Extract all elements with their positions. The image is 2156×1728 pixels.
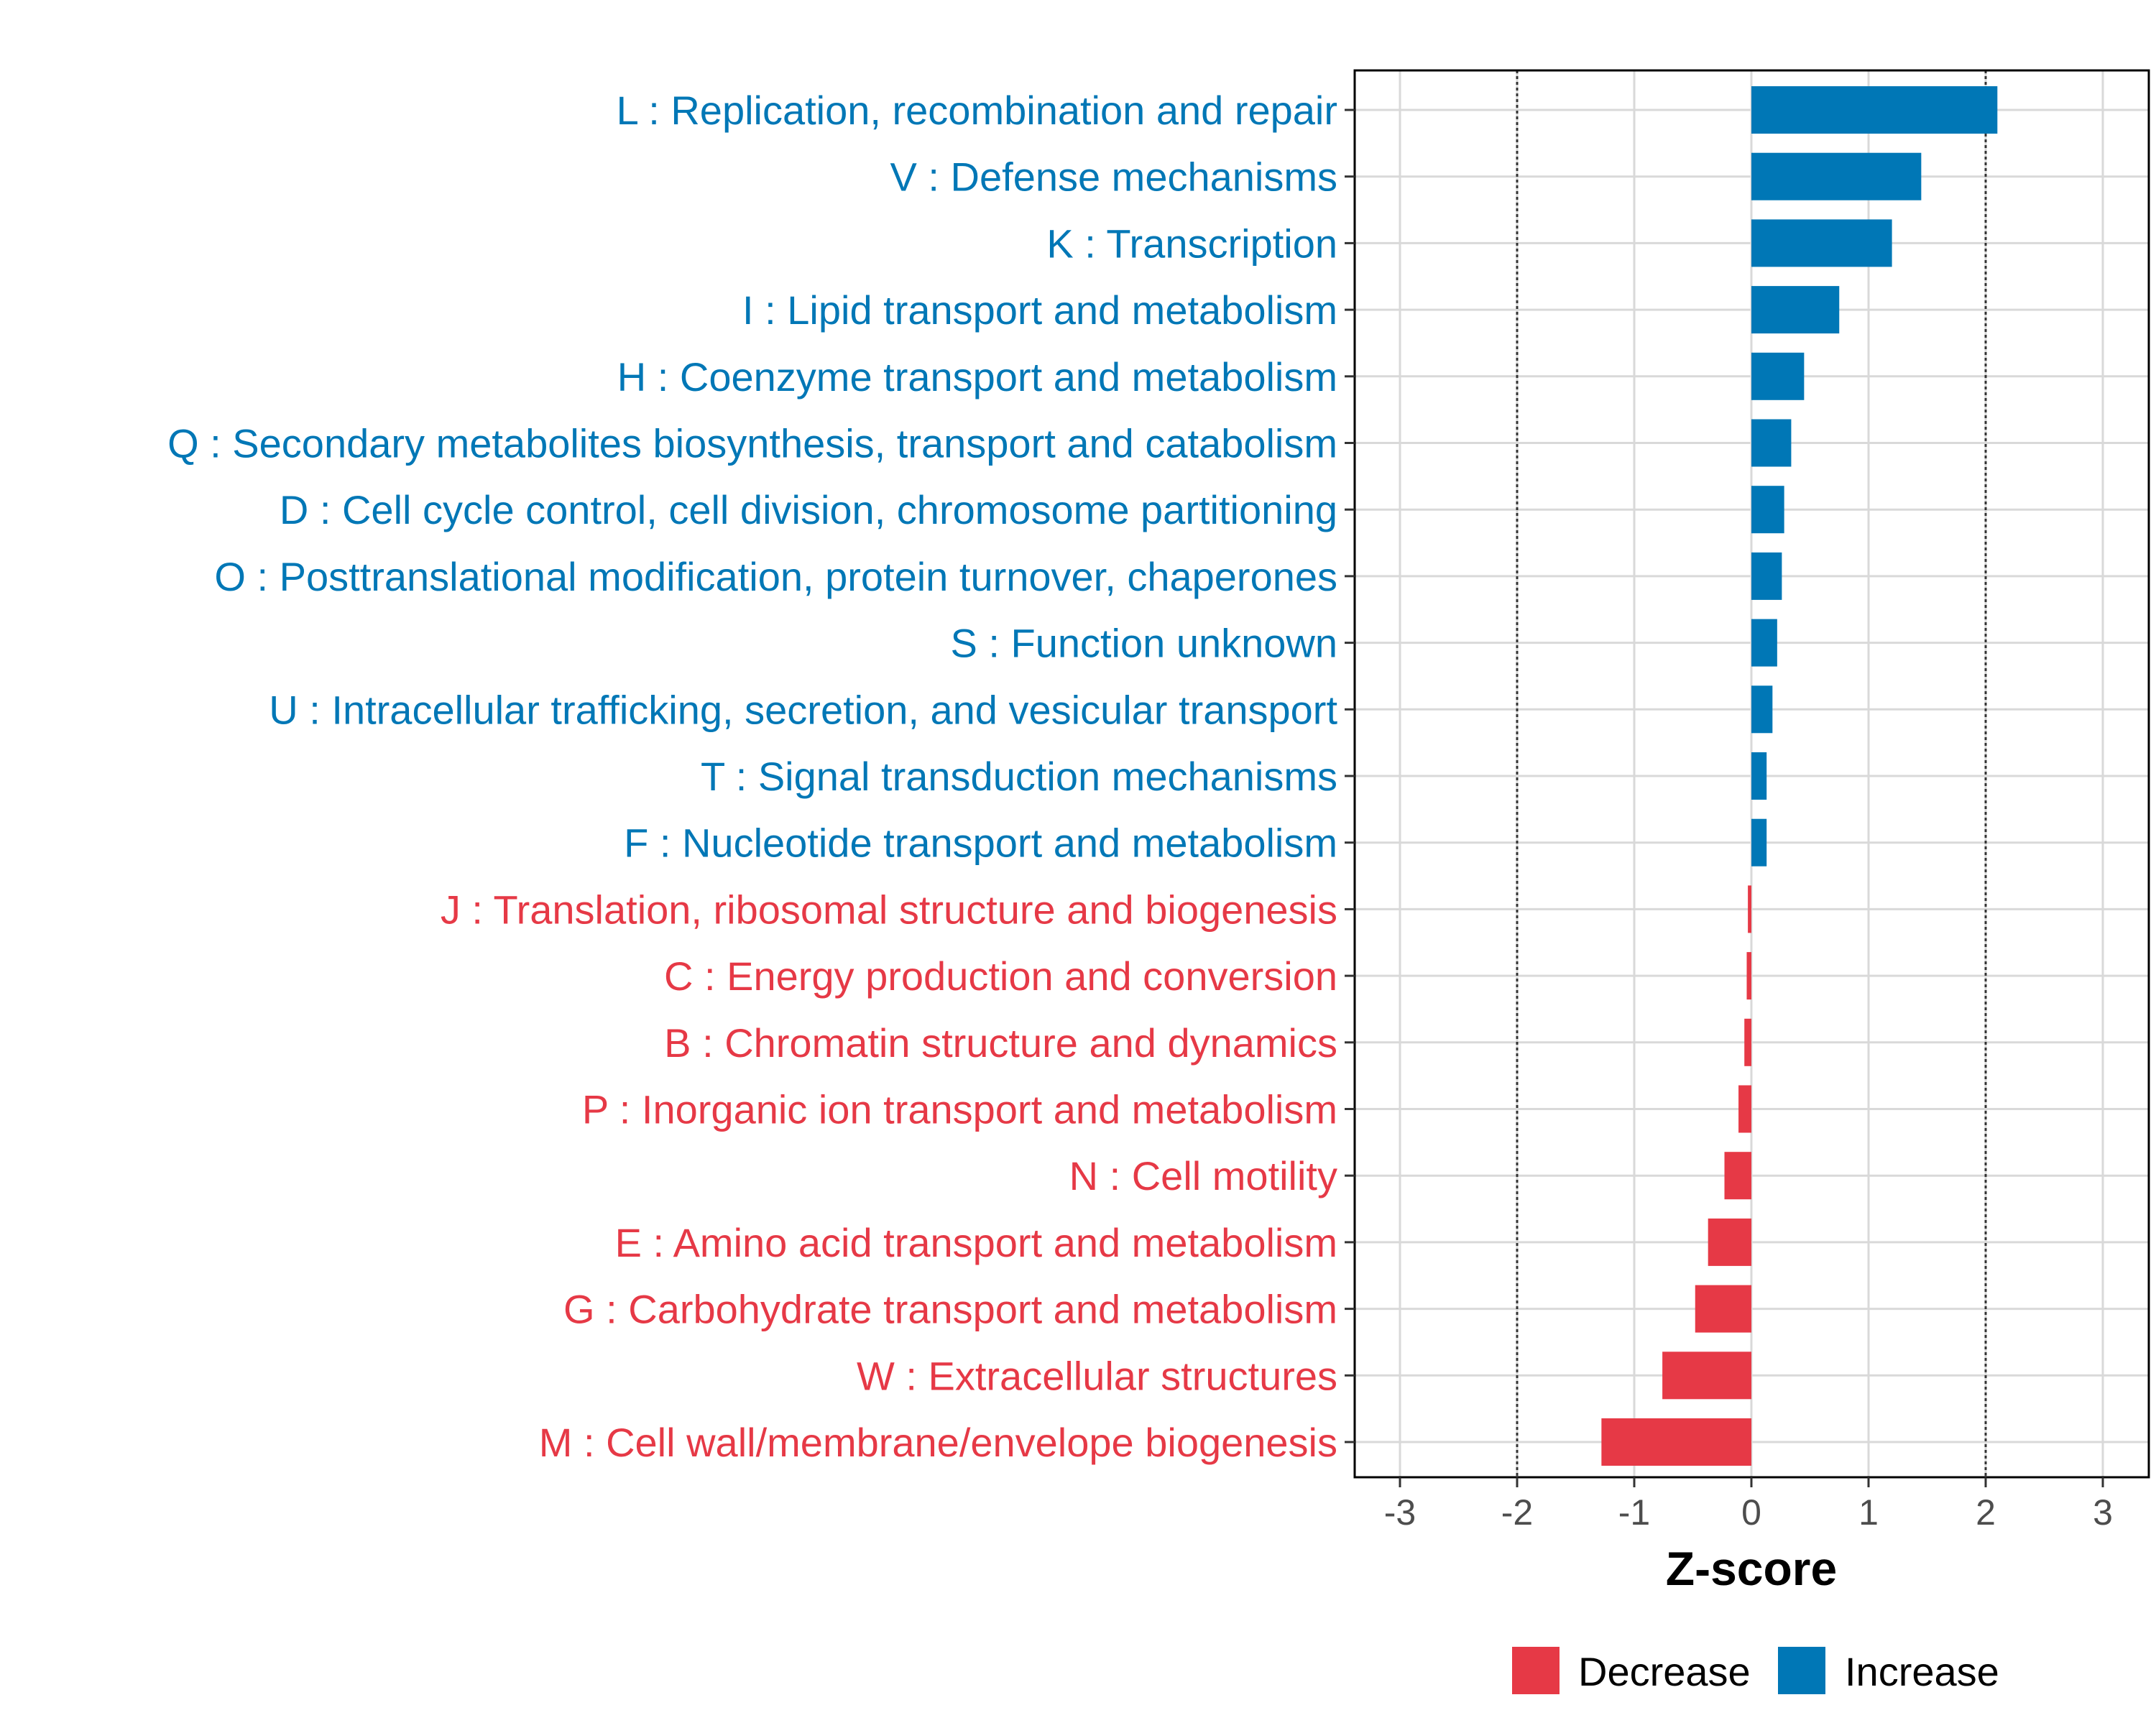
category-label-13: C : Energy production and conversion bbox=[664, 953, 1337, 999]
legend-swatch-decrease bbox=[1512, 1647, 1560, 1694]
bar-9 bbox=[1751, 685, 1773, 734]
legend-label-increase: Increase bbox=[1845, 1649, 1999, 1694]
x-tick-label-0: -3 bbox=[1384, 1492, 1416, 1533]
bar-19 bbox=[1662, 1352, 1751, 1400]
bar-14 bbox=[1744, 1018, 1751, 1066]
bar-10 bbox=[1751, 752, 1767, 800]
category-label-16: N : Cell motility bbox=[1069, 1153, 1337, 1198]
bar-15 bbox=[1738, 1085, 1751, 1133]
x-tick-label-2: -1 bbox=[1618, 1492, 1650, 1533]
bar-7 bbox=[1751, 552, 1782, 600]
category-label-9: U : Intracellular trafficking, secretion… bbox=[269, 687, 1337, 732]
category-label-19: W : Extracellular structures bbox=[857, 1353, 1337, 1398]
category-label-0: L : Replication, recombination and repai… bbox=[617, 88, 1337, 133]
bar-18 bbox=[1695, 1285, 1751, 1333]
bar-8 bbox=[1751, 619, 1777, 667]
category-label-7: O : Posttranslational modification, prot… bbox=[214, 554, 1337, 599]
bar-11 bbox=[1751, 818, 1767, 867]
legend: Decrease Increase bbox=[1512, 1647, 1999, 1694]
category-label-14: B : Chromatin structure and dynamics bbox=[664, 1020, 1337, 1066]
x-tick-label-3: 0 bbox=[1741, 1492, 1761, 1533]
x-tick-label-5: 2 bbox=[1976, 1492, 1996, 1533]
x-tick-label-6: 3 bbox=[2093, 1492, 2113, 1533]
x-axis-ticks: -3 -2 -1 0 1 2 3 bbox=[1384, 1477, 2113, 1533]
category-label-2: K : Transcription bbox=[1046, 221, 1337, 266]
bar-13 bbox=[1746, 952, 1751, 1000]
x-tick-label-4: 1 bbox=[1858, 1492, 1879, 1533]
category-label-8: S : Function unknown bbox=[950, 621, 1337, 666]
category-label-18: G : Carbohydrate transport and metabolis… bbox=[563, 1287, 1337, 1332]
bars bbox=[1601, 86, 1998, 1466]
bar-0 bbox=[1751, 86, 1998, 134]
bar-17 bbox=[1708, 1218, 1751, 1266]
x-tick-label-1: -2 bbox=[1501, 1492, 1533, 1533]
category-label-4: H : Coenzyme transport and metabolism bbox=[617, 354, 1337, 399]
legend-swatch-increase bbox=[1778, 1647, 1825, 1694]
bar-6 bbox=[1751, 486, 1784, 534]
category-label-11: F : Nucleotide transport and metabolism bbox=[624, 821, 1337, 866]
y-axis-ticks bbox=[1345, 108, 1355, 1443]
bar-12 bbox=[1748, 885, 1751, 933]
x-axis-title: Z-score bbox=[1666, 1542, 1837, 1595]
category-label-3: I : Lipid transport and metabolism bbox=[742, 287, 1337, 333]
category-label-5: Q : Secondary metabolites biosynthesis, … bbox=[167, 421, 1337, 466]
bar-2 bbox=[1751, 219, 1892, 267]
bar-20 bbox=[1601, 1418, 1751, 1466]
category-label-1: V : Defense mechanisms bbox=[890, 154, 1337, 200]
category-labels: L : Replication, recombination and repai… bbox=[167, 88, 1337, 1465]
category-label-17: E : Amino acid transport and metabolism bbox=[615, 1220, 1337, 1265]
category-label-6: D : Cell cycle control, cell division, c… bbox=[280, 487, 1337, 532]
bar-3 bbox=[1751, 286, 1840, 334]
reference-lines bbox=[1516, 70, 1987, 1477]
bar-1 bbox=[1751, 152, 1922, 200]
category-label-12: J : Translation, ribosomal structure and… bbox=[441, 887, 1337, 932]
category-label-15: P : Inorganic ion transport and metaboli… bbox=[582, 1087, 1337, 1132]
bar-5 bbox=[1751, 419, 1792, 467]
bar-4 bbox=[1751, 352, 1805, 400]
category-label-20: M : Cell wall/membrane/envelope biogenes… bbox=[539, 1420, 1337, 1465]
category-label-10: T : Signal transduction mechanisms bbox=[701, 754, 1337, 799]
bar-16 bbox=[1724, 1152, 1751, 1200]
legend-label-decrease: Decrease bbox=[1578, 1649, 1751, 1694]
